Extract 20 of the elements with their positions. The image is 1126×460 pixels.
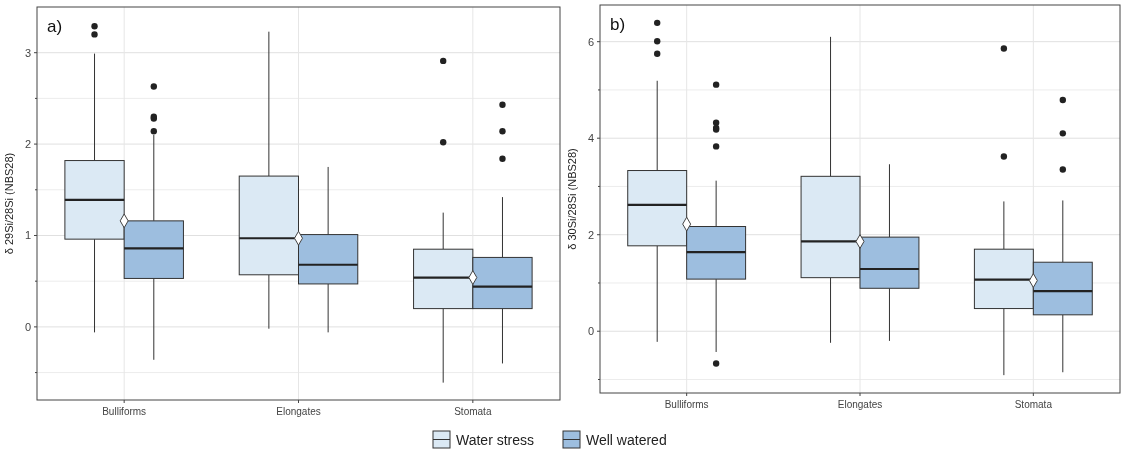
- y-tick-label: 0: [24, 320, 31, 333]
- y-tick-label: 1: [24, 229, 31, 242]
- x-tick-label: Elongates: [276, 406, 321, 417]
- y-tick-label: 2: [587, 228, 594, 241]
- y-tick-label: 0: [587, 325, 594, 338]
- y-axis-title: δ 29Si/28Si (NBS28): [3, 152, 15, 255]
- x-tick-label: Stomata: [454, 406, 492, 417]
- x-tick-label: Bulliforms: [102, 406, 147, 417]
- text: b): [610, 15, 626, 34]
- legend-label: Well watered: [586, 431, 667, 448]
- text: a): [47, 17, 63, 36]
- y-tick-label: 2: [24, 137, 31, 150]
- x-tick-label: Elongates: [837, 399, 883, 410]
- x-tick-label: Stomata: [1014, 399, 1053, 410]
- y-tick-label: 4: [587, 132, 594, 145]
- legend-label: Water stress: [456, 431, 535, 448]
- y-axis-title: δ 30Si/28Si (NBS28): [566, 148, 578, 250]
- y-tick-label: 3: [24, 46, 31, 59]
- x-tick-label: Bulliforms: [664, 399, 709, 410]
- y-tick-label: 6: [587, 35, 594, 48]
